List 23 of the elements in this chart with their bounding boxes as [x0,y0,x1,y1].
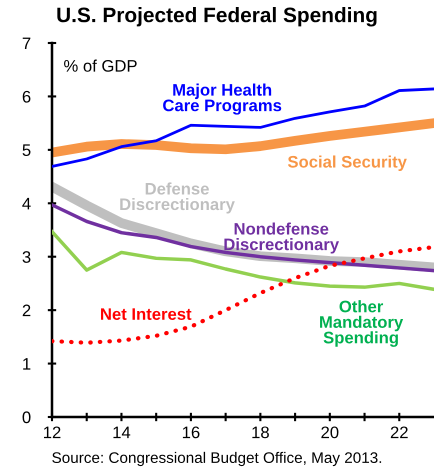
x-tick-label: 14 [113,426,130,438]
source-note: Source: Congressional Budget Office, May 2013. [52,452,382,466]
y-tick-label: 5 [22,144,30,156]
y-tick-label: 6 [22,90,30,103]
y-tick-label: 7 [22,38,30,50]
x-tick-label: 20 [321,426,338,438]
chart-title: U.S. Projected Federal Spending [57,7,377,27]
y-axis-title: % of GDP [64,60,137,72]
series-label: Social Security [288,155,407,171]
series-label: Defense Discrectionary [120,182,235,214]
x-tick-label: 22 [390,426,408,438]
y-tick-label: 1 [23,358,30,370]
x-tick-label: 16 [182,426,200,438]
series-label: Other Mandatory Spending [320,300,404,347]
x-tick-label: 12 [44,426,60,438]
series-label: Major Health Care Programs [163,84,282,115]
series-label: Nondefense Discrectionary [224,222,340,254]
y-tick-label: 4 [22,198,31,210]
series-label: Net Interest [101,308,192,320]
y-tick-label: 2 [22,304,30,316]
x-tick-label: 18 [252,426,269,438]
y-tick-label: 3 [22,251,30,263]
y-tick-label: 0 [22,411,31,424]
